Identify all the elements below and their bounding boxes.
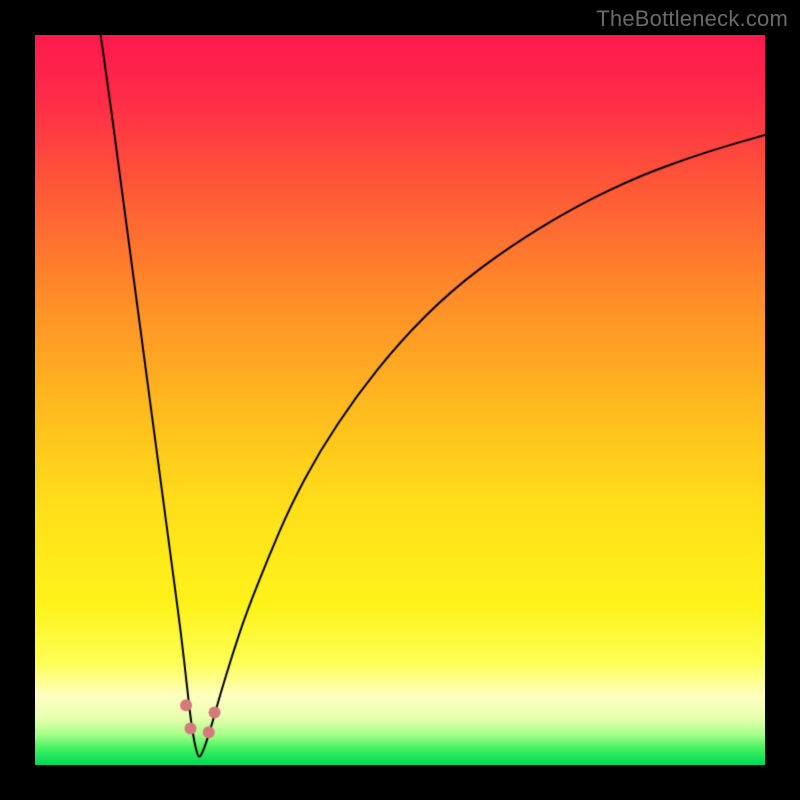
plot-area	[35, 35, 765, 765]
bottleneck-curve-layer	[35, 35, 765, 765]
watermark-text: TheBottleneck.com	[596, 6, 788, 32]
chart-frame: TheBottleneck.com	[0, 0, 800, 800]
